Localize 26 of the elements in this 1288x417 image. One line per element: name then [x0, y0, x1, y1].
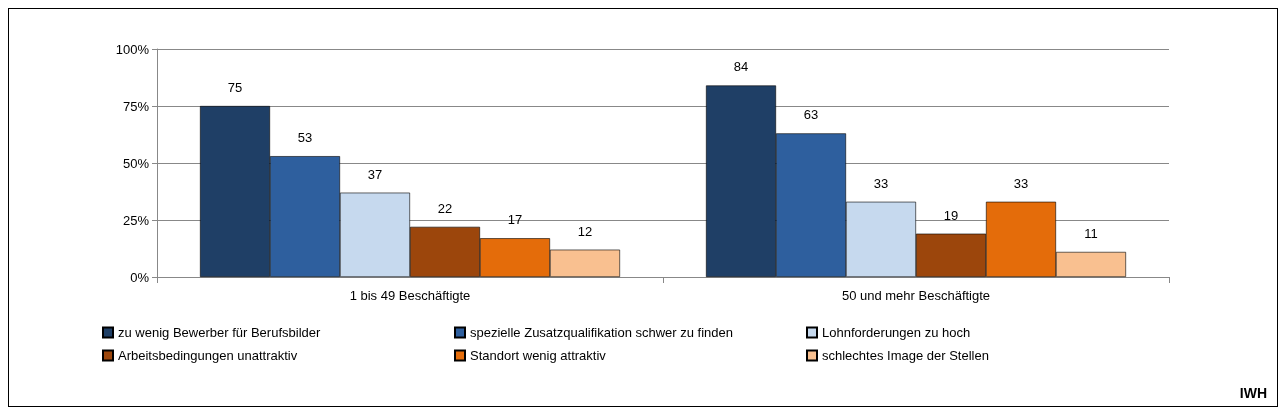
- data-label: 17: [507, 212, 523, 228]
- legend-label: Arbeitsbedingungen unattraktiv: [118, 348, 298, 363]
- y-tick-label: 100%: [115, 41, 150, 57]
- data-label: 33: [1013, 175, 1029, 191]
- data-label: 63: [803, 107, 819, 123]
- legend-label: spezielle Zusatzqualifikation schwer zu finden: [470, 325, 734, 340]
- y-tick-label: 0%: [130, 269, 150, 285]
- legend-label: zu wenig Bewerber für Berufsbilder: [118, 325, 321, 340]
- data-label: 33: [873, 175, 889, 191]
- data-label: 84: [733, 59, 749, 75]
- y-tick-label: 75%: [122, 98, 150, 114]
- data-label: 75: [227, 80, 243, 95]
- legend-label: Standort wenig attraktiv: [470, 348, 607, 363]
- legend-label: schlechtes Image der Stellen: [822, 348, 989, 363]
- data-label: 19: [943, 207, 959, 223]
- data-label: 11: [1084, 225, 1098, 241]
- text: IWH: [1239, 385, 1267, 401]
- x-tick-label: 1 bis 49 Beschäftigte: [349, 288, 471, 303]
- data-label: 12: [577, 223, 593, 239]
- y-tick-label: 25%: [122, 212, 150, 228]
- x-tick-label: 50 und mehr Beschäftigte: [841, 288, 991, 303]
- legend-label: Lohnforderungen zu hoch: [822, 325, 971, 340]
- y-tick-label: 50%: [122, 155, 150, 171]
- data-label: 53: [297, 130, 313, 146]
- data-label: 22: [437, 200, 453, 216]
- data-label: 37: [367, 166, 383, 182]
